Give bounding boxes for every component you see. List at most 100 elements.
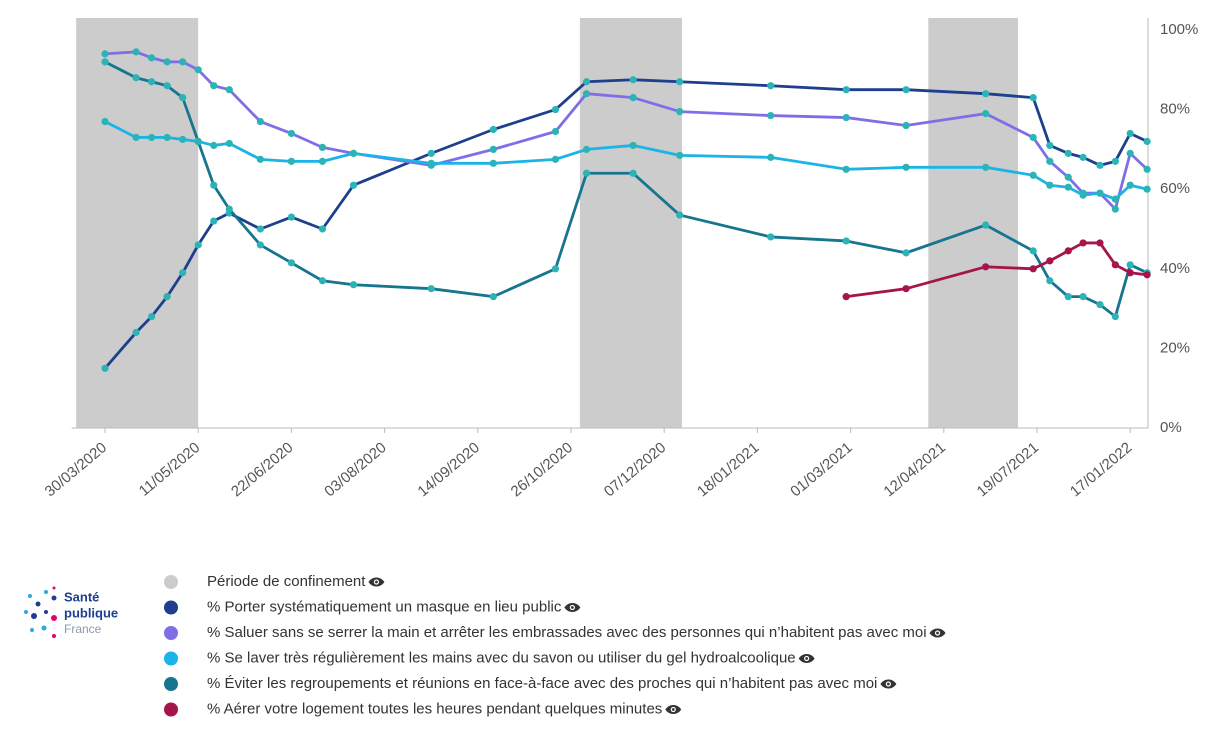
x-tick-label: 11/05/2020 bbox=[136, 439, 204, 500]
data-point bbox=[1029, 171, 1037, 179]
x-tick-label: 19/07/2021 bbox=[974, 439, 1042, 500]
data-point bbox=[1143, 185, 1151, 193]
data-point bbox=[842, 293, 850, 301]
data-point bbox=[676, 151, 684, 159]
data-point bbox=[318, 157, 327, 165]
lockdown-band bbox=[928, 18, 1018, 428]
data-point bbox=[982, 90, 990, 98]
data-point bbox=[1046, 141, 1054, 150]
data-point bbox=[256, 225, 264, 233]
data-point bbox=[1143, 137, 1151, 146]
eye-icon bbox=[798, 654, 815, 663]
data-point bbox=[1064, 149, 1072, 157]
x-tick-label: 03/08/2020 bbox=[321, 439, 389, 500]
eye-iris bbox=[936, 631, 939, 635]
y-tick-label: 20% bbox=[1160, 339, 1190, 356]
data-point bbox=[1046, 181, 1054, 189]
data-point bbox=[287, 259, 295, 267]
data-point bbox=[1079, 191, 1087, 199]
data-point bbox=[1096, 301, 1104, 309]
data-point bbox=[1126, 261, 1134, 269]
eye-iris bbox=[671, 708, 675, 711]
data-point bbox=[629, 76, 637, 84]
data-point bbox=[1064, 247, 1072, 255]
logo-dot bbox=[44, 590, 48, 594]
data-point bbox=[427, 149, 435, 157]
data-point bbox=[1111, 205, 1119, 213]
data-point bbox=[318, 143, 327, 152]
x-tick-label: 30/03/2020 bbox=[42, 439, 110, 500]
data-point bbox=[1096, 189, 1104, 197]
data-point bbox=[132, 74, 140, 82]
y-tick-label: 100% bbox=[1160, 21, 1198, 38]
data-point bbox=[318, 277, 327, 285]
logo-dot bbox=[41, 625, 47, 631]
legend-marker bbox=[164, 626, 178, 640]
data-point bbox=[1143, 271, 1151, 279]
data-point bbox=[767, 82, 775, 90]
data-point bbox=[582, 169, 591, 177]
data-point bbox=[1111, 312, 1119, 321]
data-point bbox=[179, 135, 187, 144]
eye-icon bbox=[880, 679, 897, 689]
data-point bbox=[1126, 149, 1134, 157]
data-point bbox=[1064, 183, 1072, 191]
legend-label: Période de confinement bbox=[207, 573, 366, 590]
data-point bbox=[902, 249, 910, 257]
logo-dot bbox=[51, 615, 57, 621]
data-point bbox=[676, 107, 684, 116]
legend-marker bbox=[164, 677, 178, 691]
logo-dot bbox=[24, 610, 28, 614]
data-point bbox=[1111, 157, 1119, 165]
data-point bbox=[1111, 261, 1119, 269]
data-point bbox=[349, 149, 358, 157]
data-point bbox=[132, 133, 140, 142]
data-point bbox=[210, 181, 218, 189]
data-point bbox=[676, 211, 684, 219]
y-tick-label: 0% bbox=[1160, 419, 1182, 436]
legend-label: % Éviter les regroupements et réunions e… bbox=[207, 675, 877, 692]
data-point bbox=[210, 141, 218, 150]
data-point bbox=[132, 328, 140, 337]
data-point bbox=[982, 163, 990, 171]
data-point bbox=[842, 165, 850, 173]
data-point bbox=[582, 90, 591, 98]
y-tick-label: 80% bbox=[1160, 101, 1190, 118]
x-tick-label: 26/10/2020 bbox=[508, 439, 576, 500]
logo-dot bbox=[31, 613, 37, 619]
data-point bbox=[902, 86, 910, 94]
legend-marker bbox=[164, 702, 178, 717]
data-point bbox=[1111, 195, 1119, 203]
data-point bbox=[982, 263, 990, 271]
data-point bbox=[318, 225, 327, 233]
x-tick-label: 18/01/2021 bbox=[694, 439, 762, 500]
data-point bbox=[1096, 161, 1104, 169]
logo: Santé publique France bbox=[24, 586, 118, 638]
data-point bbox=[101, 58, 109, 66]
legend-marker bbox=[164, 600, 178, 615]
data-point bbox=[629, 141, 637, 150]
data-point bbox=[489, 159, 497, 167]
x-tick-label: 07/12/2020 bbox=[601, 439, 669, 500]
x-tick-label: 14/09/2020 bbox=[414, 439, 482, 500]
logo-dot bbox=[52, 586, 56, 590]
data-point bbox=[1079, 153, 1087, 161]
data-point bbox=[101, 50, 109, 58]
data-point bbox=[179, 58, 187, 66]
x-tick-label: 22/06/2020 bbox=[228, 439, 296, 500]
data-point bbox=[902, 285, 910, 293]
data-point bbox=[767, 111, 775, 120]
data-point bbox=[551, 127, 560, 136]
data-point bbox=[163, 133, 171, 142]
data-point bbox=[582, 145, 591, 153]
data-point bbox=[194, 137, 202, 146]
data-point bbox=[1126, 181, 1134, 189]
data-point bbox=[225, 205, 233, 213]
eye-iris bbox=[886, 682, 890, 686]
data-point bbox=[225, 139, 233, 148]
legend-label: % Aérer votre logement toutes les heures… bbox=[207, 700, 662, 717]
data-point bbox=[225, 86, 233, 94]
data-point bbox=[148, 133, 156, 142]
logo-text: Santé bbox=[64, 589, 99, 604]
data-point bbox=[551, 106, 560, 114]
